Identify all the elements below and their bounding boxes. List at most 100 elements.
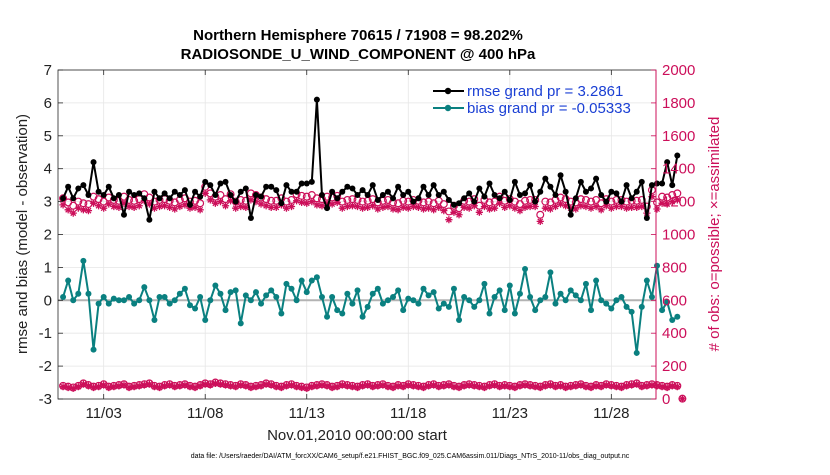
obs-assimilated-point	[100, 381, 108, 389]
obs-assimilated-point	[414, 383, 423, 391]
bias-point	[90, 346, 97, 353]
bias-point	[222, 307, 229, 314]
obs-assimilated-point	[424, 382, 433, 390]
rmse-point	[237, 188, 244, 195]
obs-assimilated-point	[622, 382, 631, 390]
bias-point	[202, 317, 209, 324]
rmse-point	[425, 192, 432, 199]
bias-point	[308, 277, 315, 284]
obs-assimilated-point	[267, 203, 275, 211]
bias-point	[618, 294, 625, 301]
obs-assimilated-point	[597, 206, 605, 214]
obs-assimilated-point	[567, 383, 575, 391]
obs-assimilated-point	[161, 202, 169, 210]
bias-point	[334, 307, 341, 314]
obs-assimilated-point	[59, 383, 67, 391]
bias-point	[349, 300, 356, 307]
bias-point	[298, 277, 305, 284]
obs-assimilated-point	[59, 201, 67, 209]
bias-point	[344, 290, 351, 297]
rmse-point	[222, 178, 229, 185]
bias-point	[136, 297, 143, 304]
obs-assimilated-point	[673, 196, 681, 204]
obs-assimilated-point	[328, 200, 336, 208]
obs-assimilated-point	[668, 382, 676, 390]
rmse-point	[593, 175, 600, 182]
bias-point	[263, 292, 270, 299]
obs-assimilated-point	[460, 203, 468, 211]
obs-assimilated-point	[440, 207, 448, 215]
bias-point	[532, 307, 539, 314]
bias-point	[273, 294, 280, 301]
obs-assimilated-point	[69, 209, 77, 217]
obs-assimilated-point	[196, 206, 204, 214]
y-right-axis-label: # of obs: o=possible; ×=assimilated	[706, 117, 723, 352]
bias-point	[501, 307, 508, 314]
obs-assimilated-point	[633, 203, 641, 211]
obs-assimilated-point	[577, 381, 585, 389]
bias-point	[186, 302, 193, 309]
rmse-point	[638, 178, 645, 185]
bias-point	[638, 303, 645, 310]
obs-assimilated-point	[323, 199, 331, 207]
rmse-point	[501, 188, 508, 195]
bias-point	[85, 290, 92, 297]
obs-assimilated-point	[303, 199, 311, 207]
obs-assimilated-point	[181, 381, 189, 389]
rmse-point	[522, 190, 529, 197]
obs-assimilated-point	[567, 204, 575, 212]
bias-point	[115, 297, 122, 304]
obs-assimilated-point	[155, 383, 164, 392]
x-tick-label-5: 11/28	[593, 405, 629, 422]
y-tick-label-9: 6	[44, 95, 52, 112]
rmse-point	[552, 192, 559, 199]
obs-assimilated-point	[323, 382, 331, 390]
obs-assimilated-point	[546, 205, 555, 213]
rmse-point	[115, 192, 122, 199]
bias-point	[237, 320, 244, 327]
obs-assimilated-point	[120, 381, 128, 389]
bias-point	[425, 292, 432, 299]
bias-point	[80, 257, 87, 264]
rmse-point	[669, 182, 676, 189]
bias-point	[608, 305, 615, 312]
obs-assimilated-point	[364, 381, 372, 389]
rmse-point	[395, 183, 402, 190]
obs-assimilated-point	[485, 205, 494, 213]
y-right-tick-label-3: 600	[662, 292, 687, 309]
bias-point	[126, 294, 133, 301]
bias-point	[232, 287, 239, 294]
obs-assimilated-point	[358, 382, 367, 390]
rmse-point	[232, 198, 239, 205]
obs-assimilated-point	[511, 383, 519, 392]
obs-count-markers	[59, 182, 687, 403]
chart-title-line2: RADIOSONDE_U_WIND_COMPONENT @ 400 hPa	[181, 46, 536, 63]
obs-assimilated-point	[653, 382, 661, 390]
rmse-point	[131, 192, 138, 199]
obs-assimilated-point	[450, 383, 458, 391]
y-right-tick-label-1: 200	[662, 358, 687, 375]
rmse-point	[562, 188, 569, 195]
bias-point	[207, 297, 214, 304]
rmse-point	[329, 188, 336, 195]
obs-assimilated-point	[191, 203, 199, 211]
obs-assimilated-point	[105, 200, 113, 208]
rmse-point	[430, 182, 437, 189]
rmse-point	[334, 195, 341, 202]
rmse-point	[136, 190, 143, 197]
rmse-point	[390, 195, 397, 202]
obs-assimilated-point	[673, 383, 681, 391]
obs-assimilated-point	[643, 382, 651, 390]
bias-point	[176, 290, 183, 297]
rmse-point	[369, 182, 376, 189]
obs-assimilated-point	[536, 383, 544, 392]
obs-assimilated-point	[64, 206, 72, 214]
obs-assimilated-point	[201, 380, 209, 388]
bias-point	[628, 308, 635, 315]
bias-point	[577, 297, 584, 304]
obs-assimilated-point	[612, 202, 621, 211]
obs-assimilated-point	[506, 383, 514, 391]
bias-point	[303, 289, 310, 296]
obs-assimilated-point	[551, 202, 560, 211]
